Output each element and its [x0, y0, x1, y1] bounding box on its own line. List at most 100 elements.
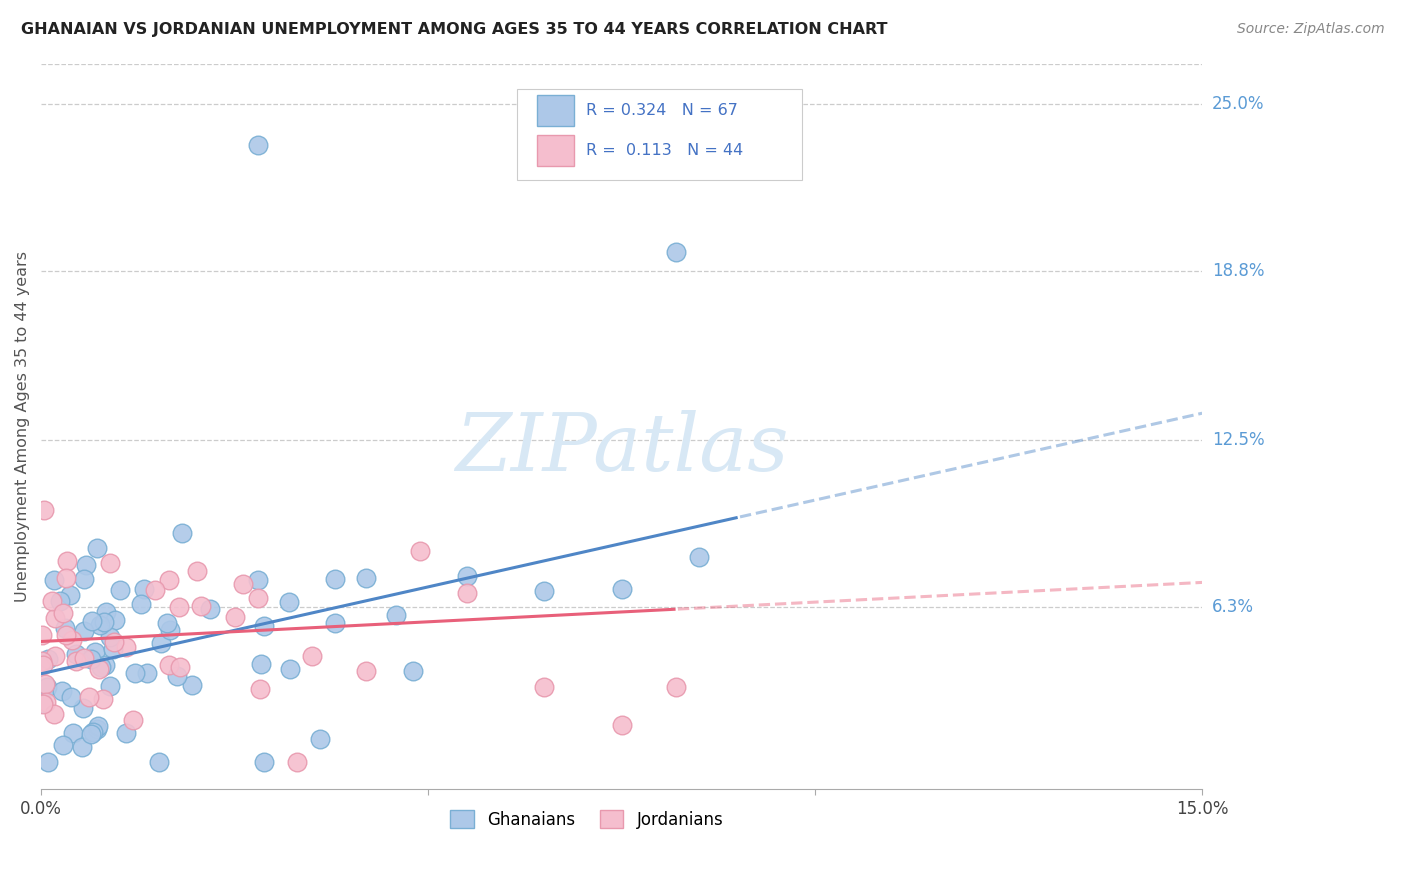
Text: R =  0.113   N = 44: R = 0.113 N = 44 — [586, 143, 742, 158]
Legend: Ghanaians, Jordanians: Ghanaians, Jordanians — [443, 804, 730, 835]
Point — [143, 582, 166, 597]
Point — [198, 602, 221, 616]
Point — [301, 648, 323, 663]
Point — [249, 681, 271, 696]
Point — [65, 647, 87, 661]
Point — [253, 619, 276, 633]
Point — [610, 582, 633, 597]
Point — [456, 569, 478, 583]
Point — [114, 640, 136, 654]
Point — [157, 657, 180, 672]
Point — [533, 680, 555, 694]
Point — [93, 615, 115, 630]
Point — [135, 666, 157, 681]
Point — [167, 599, 190, 614]
Point — [149, 636, 172, 650]
Point — [41, 594, 63, 608]
Point — [186, 564, 208, 578]
Point — [82, 724, 104, 739]
Point — [73, 650, 96, 665]
Point — [166, 668, 188, 682]
Point — [610, 718, 633, 732]
Point — [169, 659, 191, 673]
Point — [80, 727, 103, 741]
Point — [103, 635, 125, 649]
Point — [89, 617, 111, 632]
Point — [75, 558, 97, 572]
Point — [190, 599, 212, 614]
Point — [246, 137, 269, 152]
Point — [55, 621, 77, 635]
Point — [31, 628, 53, 642]
Point — [101, 642, 124, 657]
Point — [60, 690, 83, 704]
Point — [323, 572, 346, 586]
Point — [148, 756, 170, 770]
Point — [80, 614, 103, 628]
Point — [159, 623, 181, 637]
Point — [44, 610, 66, 624]
Point — [37, 756, 59, 770]
Point — [44, 649, 66, 664]
Point — [132, 582, 155, 596]
Point — [70, 739, 93, 754]
Text: ZIPatlas: ZIPatlas — [456, 409, 789, 487]
Point — [157, 573, 180, 587]
Point — [308, 732, 330, 747]
Point — [285, 756, 308, 770]
FancyBboxPatch shape — [537, 95, 574, 126]
Point — [55, 554, 77, 568]
Point — [65, 654, 87, 668]
FancyBboxPatch shape — [517, 89, 801, 180]
Point — [44, 573, 66, 587]
Point — [665, 245, 688, 260]
Point — [104, 613, 127, 627]
Point — [42, 706, 65, 721]
Point — [32, 503, 55, 517]
Point — [354, 664, 377, 678]
Point — [115, 725, 138, 739]
Point — [94, 658, 117, 673]
Point — [79, 652, 101, 666]
Point — [401, 664, 423, 678]
Point — [87, 662, 110, 676]
Point — [37, 681, 59, 695]
Point — [59, 588, 82, 602]
Point — [31, 654, 53, 668]
Point — [94, 605, 117, 619]
Point — [60, 632, 83, 647]
Y-axis label: Unemployment Among Ages 35 to 44 years: Unemployment Among Ages 35 to 44 years — [15, 252, 30, 602]
Text: GHANAIAN VS JORDANIAN UNEMPLOYMENT AMONG AGES 35 TO 44 YEARS CORRELATION CHART: GHANAIAN VS JORDANIAN UNEMPLOYMENT AMONG… — [21, 22, 887, 37]
Text: Source: ZipAtlas.com: Source: ZipAtlas.com — [1237, 22, 1385, 37]
Point — [98, 679, 121, 693]
Point — [98, 556, 121, 570]
Point — [48, 594, 70, 608]
Point — [409, 544, 432, 558]
Point — [181, 678, 204, 692]
Point — [83, 645, 105, 659]
Point — [90, 660, 112, 674]
Text: R = 0.324   N = 67: R = 0.324 N = 67 — [586, 103, 738, 118]
Point — [533, 584, 555, 599]
Point — [77, 690, 100, 705]
Point — [86, 541, 108, 555]
Point — [246, 591, 269, 605]
Point — [86, 723, 108, 737]
Text: 6.3%: 6.3% — [1212, 598, 1254, 615]
Point — [73, 624, 96, 638]
Point — [52, 739, 75, 753]
Point — [51, 607, 73, 621]
Point — [354, 571, 377, 585]
Point — [91, 692, 114, 706]
Point — [156, 616, 179, 631]
Point — [108, 583, 131, 598]
Point — [32, 658, 55, 673]
Text: 25.0%: 25.0% — [1212, 95, 1264, 113]
Point — [55, 571, 77, 585]
Point — [98, 631, 121, 645]
Point — [170, 526, 193, 541]
Point — [129, 598, 152, 612]
Point — [35, 695, 58, 709]
Point — [34, 676, 56, 690]
FancyBboxPatch shape — [537, 135, 574, 166]
